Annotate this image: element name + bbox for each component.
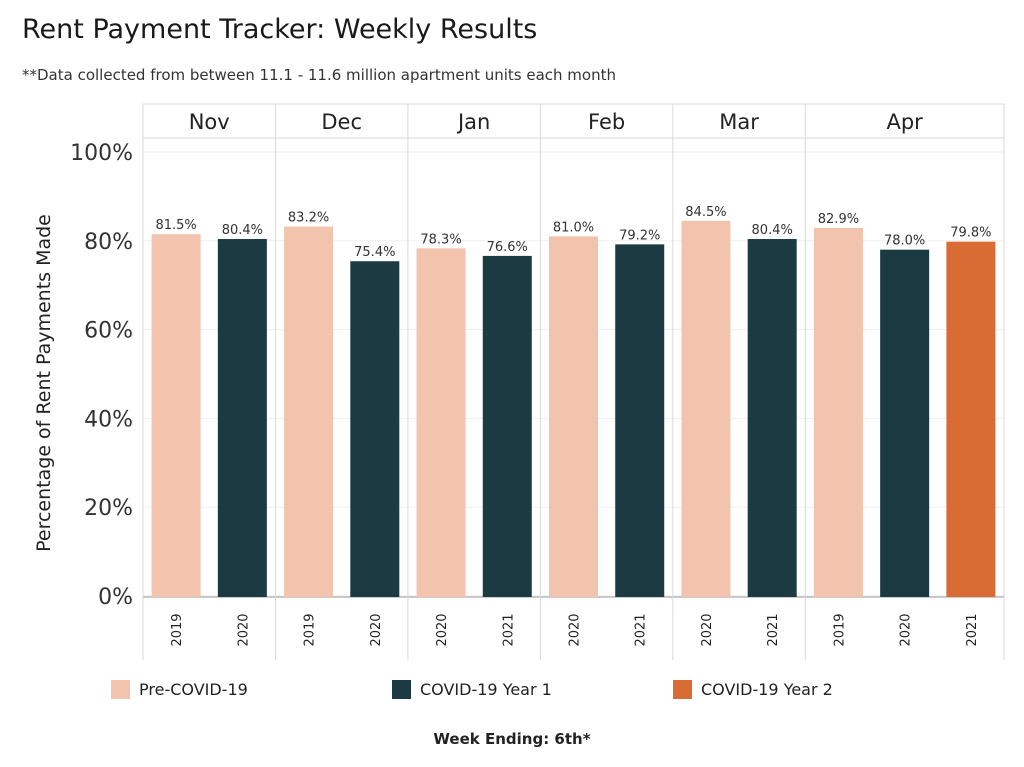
- legend-label-pre-covid: Pre-COVID-19: [139, 680, 248, 699]
- x-tick-label: 2021: [501, 613, 516, 646]
- x-tick-label: 2020: [236, 613, 251, 646]
- data-label: 80.4%: [222, 223, 263, 238]
- y-tick-label: 20%: [84, 496, 133, 521]
- bar-apr-2021: [946, 241, 996, 598]
- data-label: 82.9%: [818, 212, 859, 227]
- y-tick-label: 80%: [84, 230, 133, 255]
- x-tick-label: 2020: [568, 613, 583, 646]
- data-label: 78.0%: [884, 234, 925, 249]
- y-tick-label: 40%: [84, 407, 133, 432]
- legend-item-covid-year1: COVID-19 Year 1: [392, 680, 552, 699]
- data-label: 81.0%: [553, 220, 594, 235]
- bar-mar-2020: [681, 220, 731, 597]
- legend-item-covid-year2: COVID-19 Year 2: [673, 680, 833, 699]
- x-tick-label: 2019: [303, 613, 318, 646]
- month-header-apr: Apr: [886, 110, 923, 134]
- x-tick-label: 2020: [435, 613, 450, 646]
- legend-swatch-covid-year1: [392, 680, 411, 699]
- x-tick-label: 2020: [899, 613, 914, 646]
- bar-jan-2020: [416, 248, 466, 597]
- y-tick-label: 60%: [84, 319, 133, 344]
- bar-nov-2019: [151, 234, 201, 597]
- data-label: 79.8%: [950, 226, 991, 241]
- data-label: 83.2%: [288, 211, 329, 226]
- legend-item-pre-covid: Pre-COVID-19: [111, 680, 248, 699]
- y-tick-label: 100%: [70, 141, 133, 166]
- data-label: 80.4%: [752, 223, 793, 238]
- bar-apr-2020: [880, 249, 930, 597]
- x-axis-label: Week Ending: 6th*: [433, 730, 591, 748]
- chart-subtitle: **Data collected from between 11.1 - 11.…: [22, 66, 616, 84]
- data-label: 84.5%: [685, 205, 726, 220]
- x-tick-label: 2020: [369, 613, 384, 646]
- x-tick-label: 2021: [965, 613, 980, 646]
- y-axis-label: Percentage of Rent Payments Made: [33, 214, 55, 552]
- x-tick-label: 2021: [766, 613, 781, 646]
- bar-mar-2021: [747, 239, 797, 598]
- legend-swatch-covid-year2: [673, 680, 692, 699]
- data-label: 81.5%: [155, 218, 196, 233]
- data-label: 79.2%: [619, 228, 660, 243]
- bar-nov-2020: [217, 239, 267, 598]
- y-tick-label: 0%: [98, 585, 133, 610]
- month-header-jan: Jan: [456, 110, 490, 134]
- month-header-nov: Nov: [189, 110, 230, 134]
- data-label: 78.3%: [420, 232, 461, 247]
- x-tick-label: 2020: [700, 613, 715, 646]
- x-tick-label: 2019: [832, 613, 847, 646]
- bar-dec-2020: [350, 261, 400, 597]
- bar-feb-2020: [549, 236, 598, 598]
- legend-swatch-pre-covid: [111, 680, 130, 699]
- month-header-dec: Dec: [321, 110, 362, 134]
- x-tick-label: 2019: [170, 613, 185, 646]
- legend-label-covid-year2: COVID-19 Year 2: [701, 680, 833, 699]
- legend-label-covid-year1: COVID-19 Year 1: [420, 680, 552, 699]
- bar-feb-2021: [615, 244, 665, 598]
- data-label: 75.4%: [354, 245, 395, 260]
- x-tick-label: 2021: [634, 613, 649, 646]
- bar-dec-2019: [284, 226, 334, 598]
- data-label: 76.6%: [487, 240, 528, 255]
- bar-apr-2019: [813, 227, 863, 597]
- month-header-feb: Feb: [588, 110, 625, 134]
- month-header-mar: Mar: [719, 110, 759, 134]
- chart-title: Rent Payment Tracker: Weekly Results: [22, 14, 538, 45]
- bar-jan-2021: [482, 255, 532, 597]
- legend: Pre-COVID-19 COVID-19 Year 1 COVID-19 Ye…: [0, 680, 1024, 704]
